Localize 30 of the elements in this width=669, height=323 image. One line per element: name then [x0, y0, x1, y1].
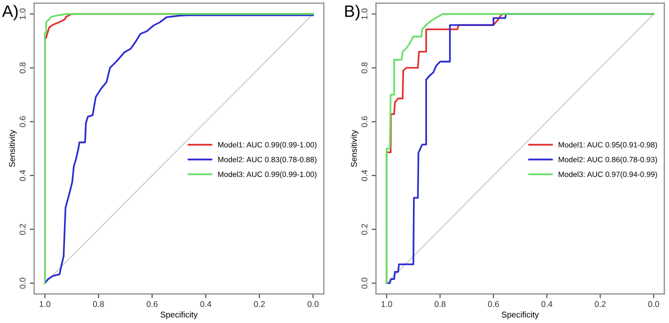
x-axis-title: Specificity [502, 311, 539, 320]
x-tick-label: 0.6 [488, 301, 499, 307]
x-tick-label: 0.8 [93, 301, 104, 307]
chart-title: A) [2, 4, 18, 20]
y-tick-label: 0.4 [361, 170, 368, 181]
y-axis-title: Sensitivity [350, 130, 358, 167]
y-tick-label: 0.2 [20, 224, 26, 235]
y-tick-label: 1.0 [361, 8, 368, 20]
y-tick-label: 0.6 [361, 116, 368, 128]
y-axis-title: Sensitivity [8, 130, 17, 167]
x-tick-label: 1.0 [382, 301, 392, 307]
x-tick-label: 0.2 [594, 301, 606, 307]
x-tick-label: 0.8 [434, 301, 446, 307]
y-tick-label: 0.6 [20, 116, 26, 128]
x-axis-title: Specificity [160, 311, 198, 320]
y-tick-label: 0.8 [20, 62, 26, 74]
y-tick-label: 0.4 [20, 170, 26, 181]
x-tick-label: 0.6 [146, 301, 158, 307]
y-tick-label: 0.0 [361, 278, 368, 289]
chart-title: B) [345, 4, 360, 20]
x-tick-label: 0.2 [254, 301, 265, 307]
y-tick-label: 0.2 [361, 224, 368, 235]
y-tick-label: 0.0 [20, 278, 26, 289]
x-tick-label: 0.0 [308, 301, 319, 307]
x-tick-label: 0.0 [648, 301, 660, 307]
x-tick-label: 1.0 [40, 301, 50, 307]
x-tick-label: 0.4 [541, 301, 552, 307]
y-tick-label: 0.8 [361, 62, 368, 74]
x-tick-label: 0.4 [200, 301, 212, 307]
y-tick-label: 1.0 [20, 8, 26, 20]
